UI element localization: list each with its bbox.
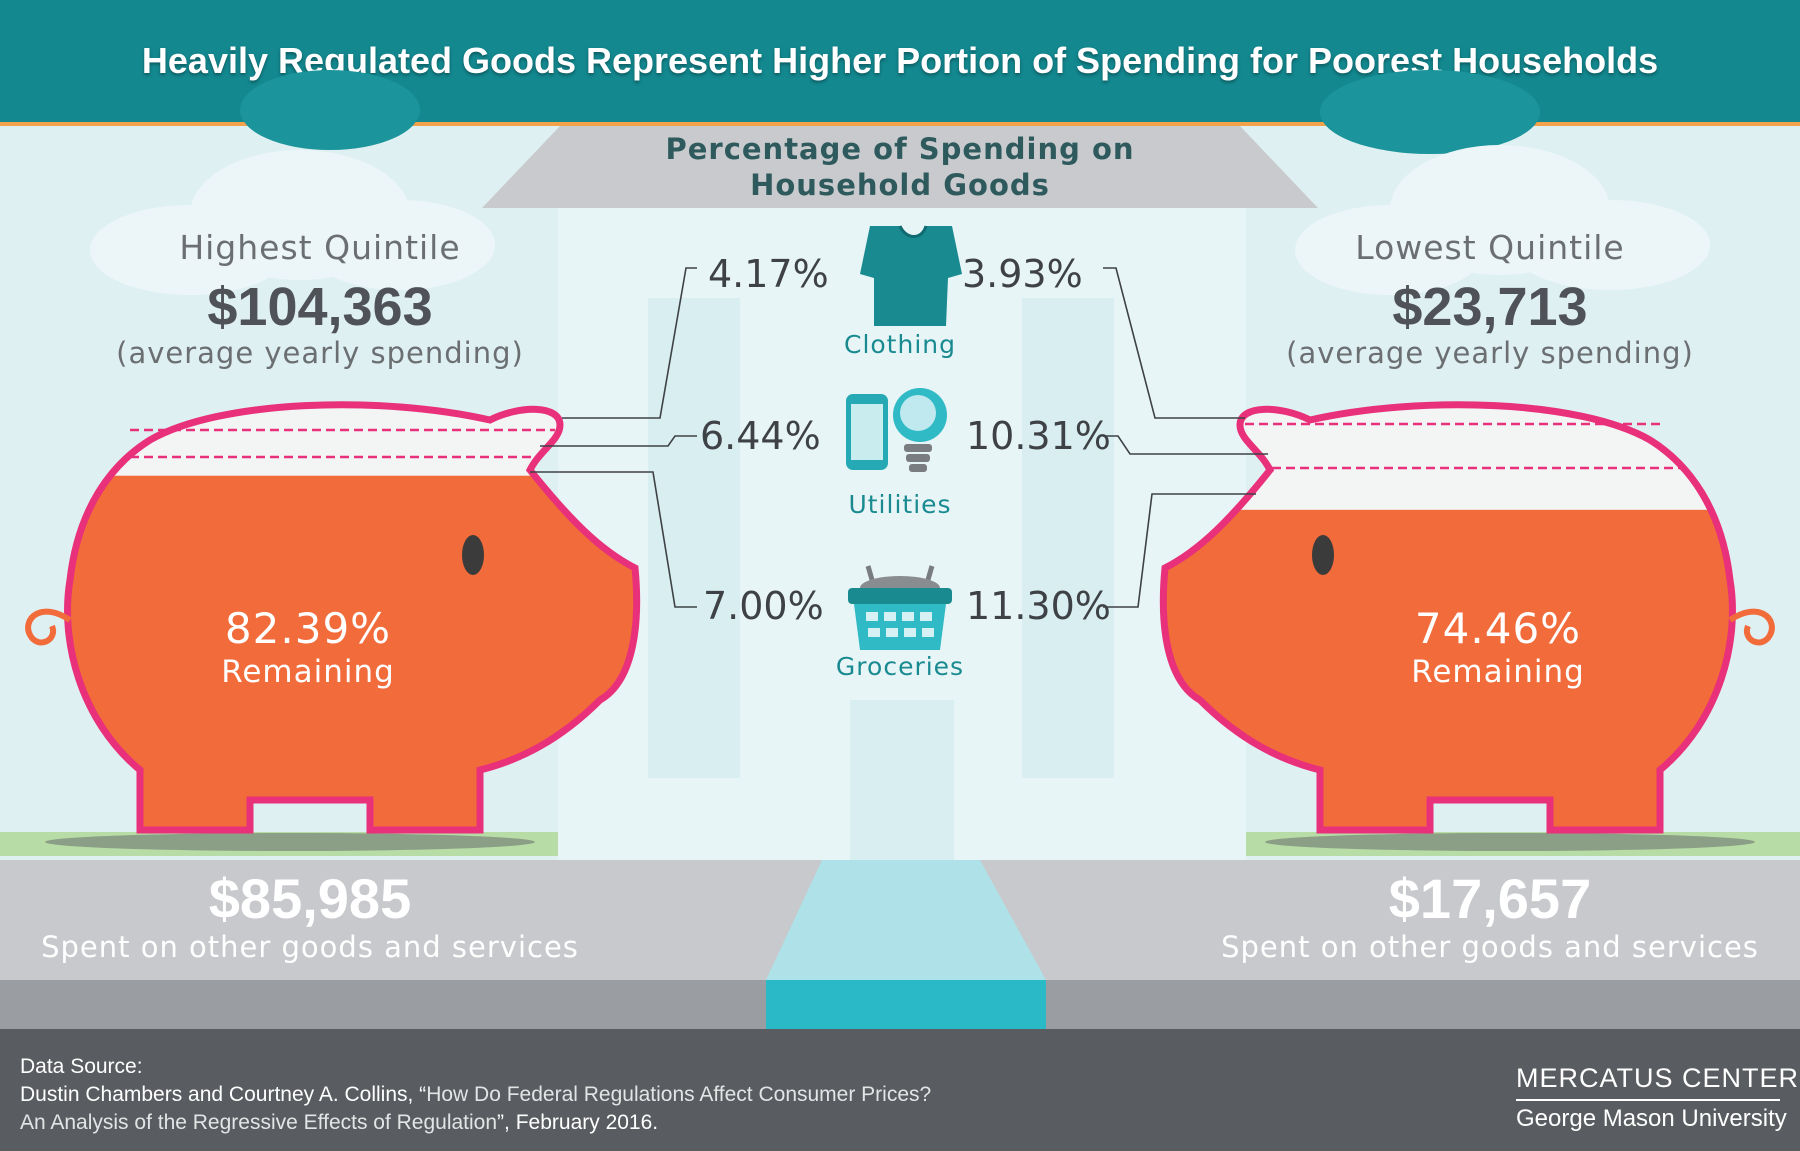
path — [766, 860, 1046, 980]
groceries-highest-pct: 7.00% — [703, 584, 824, 628]
highest-other-amount: $85,985 — [208, 867, 412, 930]
source-citation-line2: An Analysis of the Regressive Effects of… — [20, 1109, 931, 1137]
source-authors: Dustin Chambers and Courtney A. Collins,… — [20, 1083, 427, 1106]
header-clouds — [240, 70, 1540, 154]
center-title-line2: Household Goods — [750, 168, 1050, 202]
lowest-other-amount: $17,657 — [1388, 867, 1592, 930]
sky-clouds — [90, 145, 1710, 295]
path-end — [766, 980, 1046, 1029]
shirt-icon — [860, 225, 962, 326]
logo-name: MERCATUS CENTER — [1516, 1063, 1800, 1093]
utilities-highest-pct: 6.44% — [700, 414, 821, 458]
footer: Data Source: Dustin Chambers and Courtne… — [0, 1029, 1800, 1151]
groceries-lowest-pct: 11.30% — [966, 584, 1111, 628]
highest-quintile-note: (average yearly spending) — [116, 336, 524, 370]
source-citation-line1: Dustin Chambers and Courtney A. Collins,… — [20, 1081, 931, 1109]
utilities-label: Utilities — [848, 490, 952, 519]
source-heading: Data Source: — [20, 1055, 143, 1078]
logo-subtitle: George Mason University — [1516, 1105, 1787, 1132]
highest-quintile-amount: $104,363 — [207, 277, 433, 337]
highest-quintile-title: Highest Quintile — [179, 228, 461, 267]
logo-divider — [1516, 1099, 1780, 1101]
center-title: Percentage of Spending on Household Good… — [650, 131, 1150, 203]
source-title-line1: How Do Federal Regulations Affect Consum… — [426, 1083, 932, 1106]
data-source: Data Source: Dustin Chambers and Courtne… — [20, 1053, 931, 1137]
center-title-line1: Percentage of Spending on — [665, 132, 1135, 166]
lowest-quintile-title: Lowest Quintile — [1355, 228, 1625, 267]
phone-lightbulb-icon — [846, 388, 947, 472]
basket-icon — [848, 565, 952, 650]
connector-lines — [530, 267, 1268, 608]
lowest-quintile-note: (average yearly spending) — [1286, 336, 1694, 370]
highest-other-label: Spent on other goods and services — [41, 930, 579, 964]
lowest-remaining-label: Remaining — [1411, 654, 1585, 690]
source-title-line2: An Analysis of the Regressive Effects of… — [20, 1111, 498, 1134]
lowest-other-label: Spent on other goods and services — [1221, 930, 1759, 964]
clothing-lowest-pct: 3.93% — [962, 252, 1083, 296]
clothing-label: Clothing — [843, 330, 956, 359]
highest-remaining-pct: 82.39% — [224, 604, 392, 653]
source-date: ”, February 2016. — [497, 1111, 659, 1134]
lowest-remaining-pct: 74.46% — [1414, 604, 1582, 653]
groceries-label: Groceries — [835, 652, 965, 681]
lowest-quintile-amount: $23,713 — [1392, 277, 1588, 337]
clothing-highest-pct: 4.17% — [708, 252, 829, 296]
highest-remaining-label: Remaining — [221, 654, 395, 690]
utilities-lowest-pct: 10.31% — [966, 414, 1111, 458]
